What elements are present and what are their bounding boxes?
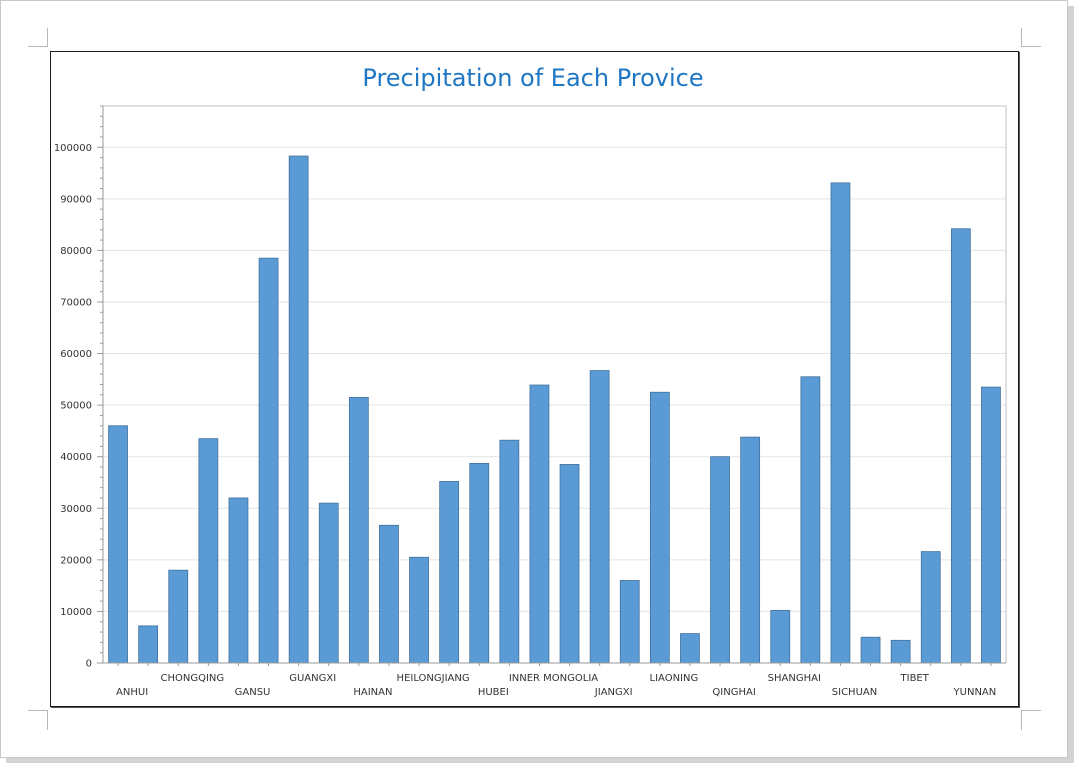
y-tick-label: 10000 [60,607,92,618]
x-axis-labels: ANHUI CHONGQING GANSU GUANGXI HAINAN HEILONGJ… [116,673,996,698]
bar [168,569,189,664]
bar [981,386,1001,664]
y-tick-label: 90000 [60,194,92,205]
bar [318,502,339,664]
x-category-label: TIBET [900,673,930,684]
bar [499,439,520,664]
x-category-label: JIANGXI [594,687,633,698]
crop-mark-top-left-v [47,28,48,47]
bar [469,463,490,664]
x-category-label: YUNNAN [953,687,997,698]
y-axis-ticks: 0 10000 20000 30000 40000 50000 60000 70000 8000… [54,143,92,670]
bar [710,456,730,664]
x-category-label: GUANGXI [289,673,336,684]
bar [589,370,610,664]
x-category-label: HAINAN [353,687,392,698]
crop-mark-bottom-right-h [1021,710,1041,711]
y-tick-label: 20000 [60,555,92,566]
bar [198,438,219,664]
y-tick-label: 30000 [60,504,92,515]
bar [228,497,249,664]
crop-mark-bottom-left-v [47,710,48,730]
bar [138,625,159,664]
crop-mark-bottom-left-h [28,710,47,711]
x-category-label: GANSU [235,687,271,698]
bar [379,524,399,664]
x-category-label: ANHUI [116,687,148,698]
bar [258,257,279,664]
x-category-label: CHONGQING [160,673,224,684]
crop-mark-bottom-right-v [1021,710,1022,730]
y-tick-label: 50000 [60,401,92,412]
y-tick-label: 40000 [60,452,92,463]
bar [770,609,791,664]
bar [439,481,460,664]
bar [619,580,640,664]
x-category-label: QINGHAI [712,687,755,698]
bars [108,155,1001,664]
x-category-label: SICHUAN [832,687,877,698]
bar [348,396,369,664]
crop-mark-top-right-v [1021,28,1022,47]
bar [649,391,670,664]
bar [830,182,851,664]
bar [860,636,881,664]
bar [409,556,429,664]
y-tick-label: 100000 [54,143,92,154]
bar [559,464,580,664]
crop-mark-top-left-h [28,46,47,47]
y-tick-label: 0 [86,659,92,670]
x-category-label: HEILONGJIANG [397,673,470,684]
x-category-label: SHANGHAI [768,673,821,684]
y-tick-label: 60000 [60,349,92,360]
y-tick-label: 70000 [60,297,92,308]
gridlines [103,146,1006,612]
bar [800,376,821,664]
bar [288,155,309,664]
bar [680,633,700,664]
x-category-label: HUBEI [478,687,509,698]
bar [108,425,128,664]
y-tick-label: 80000 [60,246,92,257]
bar [740,436,761,664]
x-category-label: INNER MONGOLIA [509,673,598,684]
axes [97,105,1006,666]
chart-title: Precipitation of Each Provice [362,64,703,92]
x-category-label: LIAONING [650,673,699,684]
bar [890,639,911,664]
crop-mark-top-right-h [1021,46,1041,47]
bar [920,551,941,664]
bar [950,228,971,664]
bar [529,384,550,664]
